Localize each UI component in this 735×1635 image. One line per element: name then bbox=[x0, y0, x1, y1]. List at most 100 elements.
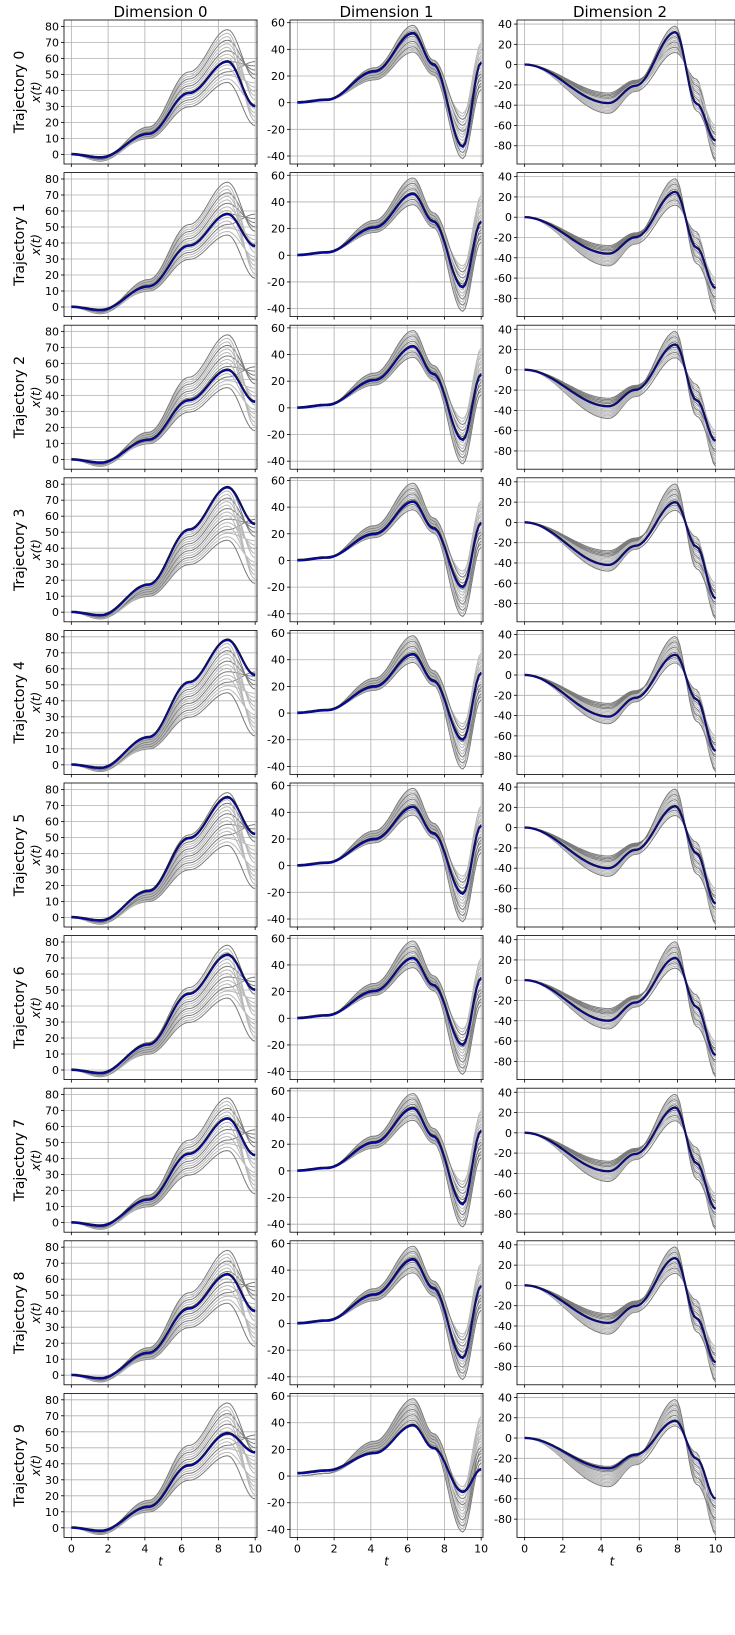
mean-trajectory-line bbox=[297, 1106, 482, 1204]
y-tick-label: -20 bbox=[494, 1452, 512, 1465]
y-tick-label: 40 bbox=[498, 323, 512, 336]
panel-traj9-dim2: -80 -60 -40 -20 0 20 40 0 2 4 6 8 10 t bbox=[494, 1391, 735, 1568]
y-tick-label: 40 bbox=[498, 1391, 512, 1404]
panel-traj8-dim0: 0 10 20 30 40 50 60 70 80 bbox=[45, 1240, 258, 1388]
y-tick-label: 70 bbox=[45, 494, 59, 507]
mean-trajectory-line bbox=[71, 953, 256, 1073]
y-tick-label: 30 bbox=[45, 406, 59, 419]
mean-trajectory-line bbox=[297, 1423, 482, 1492]
y-tick-label: -20 bbox=[494, 842, 512, 855]
row-label-trajectory-4: Trajectory 4 bbox=[12, 661, 28, 745]
mean-trajectory-line bbox=[524, 1106, 716, 1209]
y-tick-label: 10 bbox=[45, 590, 59, 603]
y-tick-label: 20 bbox=[271, 528, 285, 541]
y-tick-label: 70 bbox=[45, 189, 59, 202]
mean-trajectory-line bbox=[297, 192, 482, 287]
y-tick-label: 30 bbox=[45, 253, 59, 266]
y-axis-label: x(t) bbox=[29, 997, 43, 1019]
sample-trajectory-line bbox=[524, 797, 716, 901]
y-tick-label: 0 bbox=[278, 1470, 285, 1483]
true-trajectory-line bbox=[524, 31, 717, 142]
y-tick-label: -40 bbox=[267, 455, 285, 468]
y-tick-label: 80 bbox=[45, 173, 59, 186]
panel-traj5-dim0: 0 10 20 30 40 50 60 70 80 bbox=[45, 782, 258, 930]
y-tick-label: 60 bbox=[45, 52, 59, 65]
y-tick-label: 30 bbox=[45, 558, 59, 571]
sample-trajectory-line bbox=[71, 341, 256, 466]
y-axis-label: x(t) bbox=[29, 539, 43, 561]
panel-traj1-dim0: 0 10 20 30 40 50 60 70 80 bbox=[45, 172, 258, 320]
y-tick-label: 0 bbox=[278, 1317, 285, 1330]
y-tick-label: -40 bbox=[267, 303, 285, 316]
y-tick-label: -60 bbox=[494, 1188, 512, 1201]
sample-trajectory-line bbox=[297, 1245, 482, 1341]
sample-trajectory-line bbox=[524, 641, 716, 744]
sample-trajectory-line bbox=[297, 1252, 482, 1378]
sample-trajectory-line bbox=[297, 33, 482, 117]
true-trajectory-line bbox=[71, 796, 256, 922]
x-tick-label: 0 bbox=[294, 1542, 301, 1555]
sample-trajectory-line bbox=[524, 1099, 716, 1202]
y-tick-label: 50 bbox=[45, 1137, 59, 1150]
sample-trajectory-line bbox=[524, 336, 716, 439]
panel-frame bbox=[289, 324, 484, 470]
mean-trajectory-line bbox=[524, 1419, 716, 1499]
y-tick-label: -80 bbox=[494, 1513, 512, 1526]
y-tick-label: 70 bbox=[45, 952, 59, 965]
y-tick-label: -20 bbox=[267, 123, 285, 136]
true-trajectory-line bbox=[71, 1117, 256, 1227]
y-tick-label: 10 bbox=[45, 743, 59, 756]
sample-trajectory-line bbox=[297, 491, 482, 575]
sample-trajectory-line bbox=[71, 29, 256, 161]
sample-trajectory-line bbox=[297, 331, 482, 435]
y-tick-label: 0 bbox=[505, 974, 512, 987]
y-tick-label: 70 bbox=[45, 647, 59, 660]
y-tick-label: 0 bbox=[505, 1279, 512, 1292]
y-tick-label: 60 bbox=[45, 510, 59, 523]
sample-trajectory-line bbox=[71, 646, 256, 772]
row-label-trajectory-0: Trajectory 0 bbox=[12, 51, 28, 134]
sample-trajectory-line bbox=[297, 1247, 482, 1350]
sample-trajectory-line bbox=[71, 493, 256, 619]
y-tick-label: -20 bbox=[494, 995, 512, 1008]
y-tick-label: 0 bbox=[278, 402, 285, 415]
y-tick-label: 40 bbox=[271, 196, 285, 209]
sample-trajectory-line bbox=[71, 1430, 256, 1532]
y-tick-label: 60 bbox=[45, 968, 59, 981]
x-tick-label: 2 bbox=[105, 1542, 112, 1555]
y-tick-label: -20 bbox=[267, 1192, 285, 1205]
sample-trajectory-line bbox=[524, 1107, 716, 1195]
y-tick-label: 70 bbox=[45, 342, 59, 355]
sample-trajectory-line bbox=[71, 348, 256, 467]
sample-trajectory-line bbox=[71, 1420, 256, 1533]
y-tick-label: 60 bbox=[271, 1390, 285, 1403]
mean-trajectory-line bbox=[297, 1257, 482, 1358]
sample-trajectory-line bbox=[524, 500, 716, 589]
sample-trajectory-line bbox=[71, 209, 256, 311]
y-tick-label: 60 bbox=[271, 169, 285, 182]
y-tick-label: 60 bbox=[45, 1273, 59, 1286]
sample-trajectory-line bbox=[297, 489, 482, 615]
sample-trajectory-line bbox=[71, 639, 256, 771]
sample-trajectory-line bbox=[297, 31, 482, 157]
y-axis-label: x(t) bbox=[29, 1302, 43, 1324]
sample-trajectory-line bbox=[524, 344, 716, 432]
y-tick-label: 80 bbox=[45, 783, 59, 796]
sample-trajectory-line bbox=[524, 1263, 716, 1352]
x-axis-label: t bbox=[158, 1554, 164, 1568]
sample-trajectory-line bbox=[524, 958, 716, 1047]
panel-frame bbox=[289, 1240, 484, 1386]
panel-traj5-dim2: -80 -60 -40 -20 0 20 40 bbox=[494, 781, 735, 930]
panel-frame bbox=[516, 324, 735, 470]
y-tick-label: 70 bbox=[45, 799, 59, 812]
sample-trajectory-line bbox=[71, 486, 256, 618]
y-tick-label: -20 bbox=[494, 1300, 512, 1313]
y-tick-label: 60 bbox=[271, 322, 285, 335]
y-tick-label: -40 bbox=[494, 710, 512, 723]
sample-trajectory-line bbox=[524, 195, 716, 284]
y-tick-label: 60 bbox=[45, 1426, 59, 1439]
x-tick-label: 4 bbox=[141, 1542, 148, 1555]
y-tick-label: 50 bbox=[45, 984, 59, 997]
mean-trajectory-line bbox=[71, 485, 256, 615]
panel-traj4-dim0: 0 10 20 30 40 50 60 70 80 bbox=[45, 630, 258, 778]
